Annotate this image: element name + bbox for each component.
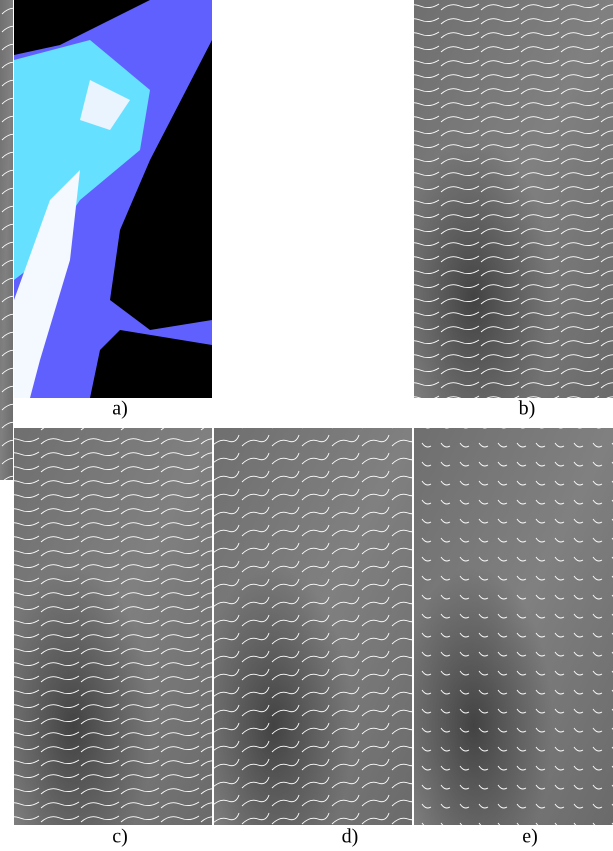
caption: c) bbox=[112, 826, 128, 848]
caption: e) bbox=[522, 826, 538, 848]
figure: a) b) c) d) e) bbox=[0, 0, 613, 851]
panel-d-image bbox=[214, 428, 412, 825]
caption: b) bbox=[519, 398, 536, 420]
panel-a-image bbox=[14, 0, 212, 398]
edge-image-flow bbox=[0, 0, 13, 480]
caption: a) bbox=[112, 398, 128, 420]
panel-b-image bbox=[414, 0, 613, 398]
caption: d) bbox=[342, 826, 359, 848]
panel-e-image bbox=[414, 428, 613, 825]
panel-c-image bbox=[14, 428, 212, 825]
